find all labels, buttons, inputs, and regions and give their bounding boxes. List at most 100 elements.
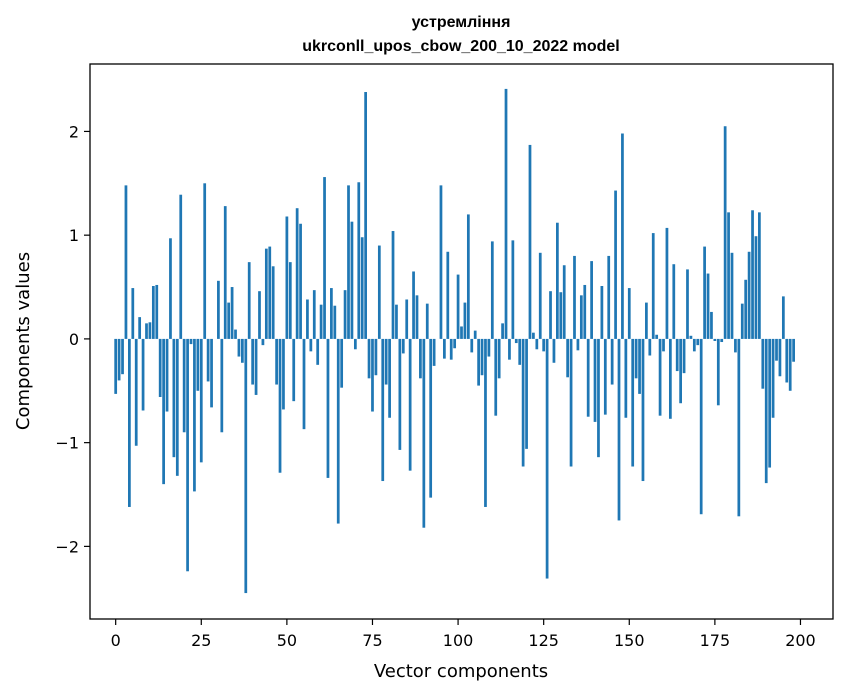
bar [569,338,573,467]
bar [689,335,693,339]
bar [217,280,220,339]
bar [727,212,730,339]
bar [593,338,597,422]
bar [730,252,734,339]
bar [696,338,700,346]
bar [316,338,320,365]
bar [309,338,313,352]
bar [706,273,710,339]
bar [590,261,593,339]
bar [586,338,590,417]
bar [761,338,765,389]
bar [576,338,580,351]
bar [497,338,501,379]
chart-subtitle: ukrconll_upos_cbow_200_10_2022 model [302,38,619,55]
bar [203,183,207,339]
bar [247,262,251,339]
bar [607,255,611,339]
bar [511,240,515,339]
bar [740,303,744,339]
x-tick-label: 0 [111,631,121,650]
bar [562,265,566,339]
y-axis-label: Components values [13,252,34,430]
bar [556,222,559,339]
bar [658,338,662,416]
bar [597,338,600,458]
bar [490,241,494,339]
bar [737,338,741,517]
bar [744,279,748,339]
bar [788,338,792,391]
bar [703,246,706,339]
bar [415,295,419,339]
bar [251,338,255,385]
bar [401,338,405,354]
bar [155,284,159,339]
bar [412,271,415,339]
bar [343,290,347,339]
x-tick-label: 200 [785,631,816,650]
y-tick-label: 1 [69,226,79,245]
bar [405,299,409,339]
bar [340,338,344,388]
bar [124,185,128,339]
bar [306,299,309,339]
bar [220,338,224,433]
x-tick-label: 75 [362,631,382,650]
bar [764,338,768,484]
chart-title: устремління [412,14,511,31]
bar [484,338,487,507]
bar [333,305,337,339]
bar [716,338,720,406]
bar [357,182,361,339]
bar [603,338,607,415]
bar [165,338,169,412]
bar [223,206,227,339]
bar [388,338,391,418]
bar [610,338,614,385]
bar [501,323,504,339]
bar [679,338,682,404]
bar [449,338,453,360]
bar [631,338,635,467]
bar [282,338,285,410]
bar [312,290,316,339]
bar [514,338,518,344]
bar [771,338,775,418]
bar [621,133,624,339]
bar [264,248,268,339]
bar [227,302,231,339]
bar [131,288,135,339]
bar [494,338,498,416]
bar [422,338,426,528]
bar [196,338,200,391]
bar [751,210,754,339]
bar [699,338,703,515]
bar [566,338,570,378]
bar [138,317,142,339]
bar [758,212,761,339]
bar [545,338,549,579]
bar [672,264,676,339]
bar [487,338,491,357]
bar [189,338,193,345]
bar [504,88,508,339]
bar [381,338,385,482]
bar [288,262,292,339]
bar [682,338,686,374]
bar [179,194,183,339]
x-tick-label: 100 [443,631,474,650]
bar [460,326,463,339]
bar [275,338,278,385]
x-tick-label: 150 [614,631,645,650]
bar [323,177,326,339]
bar [720,338,724,343]
bar [734,338,737,353]
bar [549,291,552,339]
bar [350,221,354,339]
bar [134,338,138,446]
x-tick-label: 50 [277,631,297,650]
bar [206,338,210,382]
bar [408,338,412,471]
